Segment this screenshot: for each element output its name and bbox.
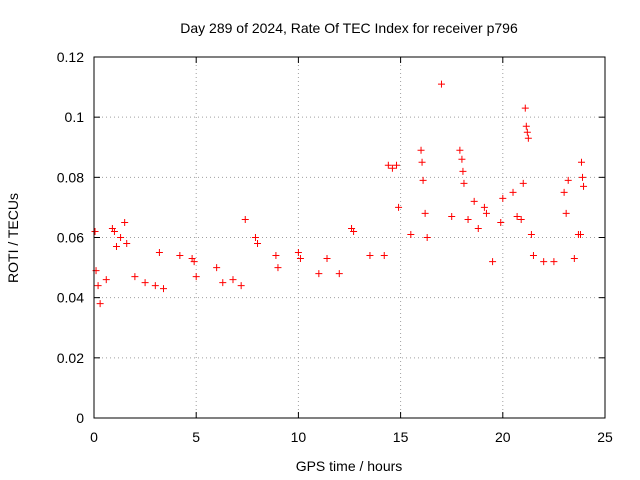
data-point-plus [459, 167, 467, 175]
x-tick-label: 20 [495, 429, 511, 445]
data-point-plus [464, 215, 472, 223]
data-point-plus [460, 179, 468, 187]
data-point-plus [110, 227, 118, 235]
y-tick-label: 0 [76, 410, 84, 426]
data-point-plus [272, 252, 280, 260]
x-tick-label: 25 [597, 429, 613, 445]
data-point-plus [540, 258, 548, 266]
data-point-plus [521, 104, 529, 112]
data-point-plus [550, 258, 558, 266]
data-point-plus [159, 285, 167, 293]
axes: 0 5 10 15 20 25 0 0.02 0.04 0.06 0.08 0.1 0.12 [57, 49, 613, 445]
data-point-plus [577, 158, 585, 166]
x-tick-label: 0 [90, 429, 98, 445]
data-point-plus [418, 158, 426, 166]
data-point-plus [384, 161, 392, 169]
data-point-plus [395, 203, 403, 211]
data-point-plus [570, 255, 578, 263]
data-point-plus [437, 80, 445, 88]
data-point-plus [388, 164, 396, 172]
data-point-plus [564, 176, 572, 184]
data-point-plus [509, 188, 517, 196]
data-point-plus [576, 230, 584, 238]
data-point-plus [112, 243, 120, 251]
data-point-plus [251, 234, 259, 241]
data-point-plus [121, 218, 129, 226]
data-point-plus [499, 194, 507, 202]
data-point-plus [296, 255, 304, 263]
data-point-plus [522, 122, 530, 130]
data-point-plus [323, 255, 331, 263]
data-point-plus [482, 209, 490, 217]
data-points [91, 80, 588, 308]
data-point-plus [421, 209, 429, 217]
grid-lines [94, 57, 605, 418]
data-point-plus [393, 161, 401, 169]
data-point-plus [176, 252, 184, 260]
data-point-plus [417, 146, 425, 154]
data-point-plus [497, 218, 505, 226]
data-point-plus [131, 273, 139, 281]
data-point-plus [423, 234, 431, 241]
data-point-plus [254, 240, 262, 248]
data-point-plus [458, 155, 466, 163]
y-tick-label: 0.08 [57, 169, 84, 185]
y-tick-label: 0.12 [57, 49, 84, 65]
y-tick-label: 0.06 [57, 230, 84, 246]
data-point-plus [489, 258, 497, 266]
data-point-plus [579, 173, 587, 181]
data-point-plus [213, 264, 221, 272]
data-point-plus [294, 249, 302, 257]
data-point-plus [560, 188, 568, 196]
data-point-plus [192, 273, 200, 281]
data-point-plus [96, 300, 104, 308]
data-point-plus [315, 270, 323, 278]
data-point-plus [350, 227, 358, 235]
y-tick-label: 0.1 [65, 109, 85, 125]
data-point-plus [517, 215, 525, 223]
data-point-plus [102, 276, 110, 284]
data-point-plus [419, 176, 427, 184]
x-axis-label: GPS time / hours [296, 458, 403, 474]
data-point-plus [527, 230, 535, 238]
data-point-plus [274, 264, 282, 272]
y-axis-label: ROTI / TECUs [5, 193, 21, 283]
data-point-plus [155, 249, 163, 257]
data-point-plus [448, 212, 456, 220]
data-point-plus [513, 212, 521, 220]
data-point-plus [474, 224, 482, 232]
data-point-plus [523, 128, 531, 136]
data-point-plus [123, 240, 131, 248]
data-point-plus [117, 234, 125, 241]
data-point-plus [519, 179, 527, 187]
y-tick-label: 0.02 [57, 350, 84, 366]
data-point-plus [151, 282, 159, 290]
data-point-plus [580, 182, 588, 190]
y-tick-label: 0.04 [57, 290, 84, 306]
data-point-plus [229, 276, 237, 284]
data-point-plus [335, 270, 343, 278]
data-point-plus [190, 258, 198, 266]
data-point-plus [219, 279, 227, 287]
x-tick-label: 5 [192, 429, 200, 445]
data-point-plus [94, 282, 102, 290]
data-point-plus [470, 197, 478, 205]
data-point-plus [237, 282, 245, 290]
data-point-plus [407, 230, 415, 238]
data-point-plus [562, 209, 570, 217]
data-point-plus [456, 146, 464, 154]
data-point-plus [366, 252, 374, 260]
data-point-plus [91, 227, 99, 235]
data-point-plus [141, 279, 149, 287]
x-tick-label: 10 [291, 429, 307, 445]
x-tick-label: 15 [393, 429, 409, 445]
data-point-plus [524, 134, 532, 142]
data-point-plus [380, 252, 388, 260]
data-point-plus [241, 215, 249, 223]
data-point-plus [480, 203, 488, 211]
chart-title: Day 289 of 2024, Rate Of TEC Index for r… [180, 20, 518, 36]
data-point-plus [529, 252, 537, 260]
